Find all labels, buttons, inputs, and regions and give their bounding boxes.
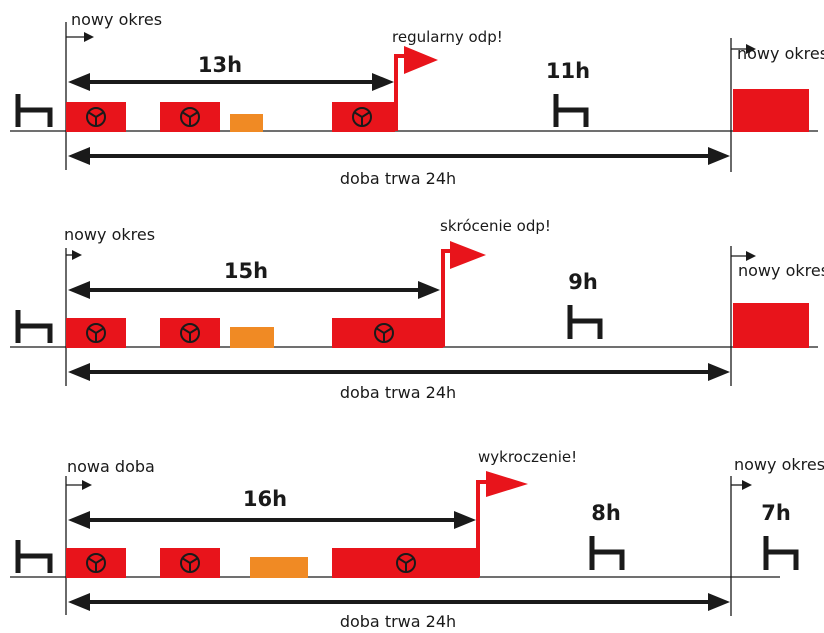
work-duration-arrow	[68, 281, 440, 299]
steering-wheel-icon	[86, 107, 106, 127]
steering-wheel-icon	[180, 323, 200, 343]
flag-icon	[476, 471, 528, 577]
other-work-block	[230, 114, 263, 132]
flag-icon	[394, 46, 438, 131]
other-work-block	[230, 327, 274, 348]
start-arrow-icon	[65, 476, 92, 615]
start-label: nowa doba	[67, 457, 155, 476]
bed-rest-icon	[15, 94, 53, 127]
start-label: nowy okres	[64, 225, 155, 244]
bed-rest-icon	[567, 305, 603, 339]
steering-wheel-icon	[180, 553, 200, 573]
driving-block	[733, 89, 809, 132]
bed-rest-icon	[763, 536, 799, 570]
work-duration-arrow	[68, 73, 394, 91]
scenario-2: nowy okres 15h skrócenie odp! 9h	[10, 217, 824, 402]
work-duration-label: 15h	[224, 259, 268, 283]
driving-block	[733, 303, 809, 348]
end-label: nowy okres	[737, 44, 824, 63]
bed-rest-icon	[589, 536, 625, 570]
day-duration-arrow	[68, 147, 730, 165]
steering-wheel-icon	[180, 107, 200, 127]
work-duration-label: 13h	[198, 53, 242, 77]
start-label: nowy okres	[71, 10, 162, 29]
day-duration-arrow	[68, 593, 730, 611]
bed-rest-icon	[15, 310, 53, 343]
start-arrow-icon	[730, 246, 756, 386]
start-arrow-icon	[730, 476, 752, 616]
steering-wheel-icon	[86, 553, 106, 573]
day-duration-label: doba trwa 24h	[340, 169, 456, 188]
scenario-1: nowy okres 13h regularny odp!	[10, 10, 824, 188]
start-arrow-icon	[65, 22, 94, 170]
day-duration-arrow	[68, 363, 730, 381]
steering-wheel-icon	[352, 107, 372, 127]
start-arrow-icon	[730, 38, 756, 172]
flag-label: regularny odp!	[392, 28, 503, 46]
end-label: nowy okres	[734, 455, 824, 474]
flag-label: wykroczenie!	[478, 448, 577, 466]
other-work-block	[250, 557, 308, 578]
steering-wheel-icon	[86, 323, 106, 343]
end-label: nowy okres	[738, 261, 824, 280]
steering-wheel-icon	[396, 553, 416, 573]
bed-rest-icon	[553, 94, 589, 127]
steering-wheel-icon	[374, 323, 394, 343]
work-duration-arrow	[68, 511, 476, 529]
end-rest-duration-label: 7h	[761, 501, 791, 525]
work-duration-label: 16h	[243, 487, 287, 511]
flag-icon	[441, 241, 486, 347]
start-arrow-icon	[65, 248, 82, 386]
rest-duration-label: 11h	[546, 59, 590, 83]
day-duration-label: doba trwa 24h	[340, 383, 456, 402]
bed-rest-icon	[15, 540, 53, 573]
rest-duration-label: 8h	[591, 501, 621, 525]
day-duration-label: doba trwa 24h	[340, 612, 456, 631]
driving-block	[332, 318, 443, 348]
scenario-3: nowa doba 16h wykroczenie! 8h	[10, 448, 824, 631]
flag-label: skrócenie odp!	[440, 217, 551, 235]
rest-duration-label: 9h	[568, 270, 598, 294]
